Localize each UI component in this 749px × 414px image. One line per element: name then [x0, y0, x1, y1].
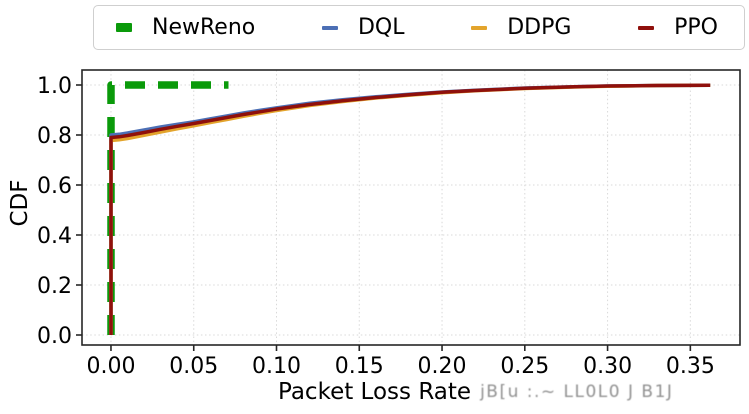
x-tick-label: 0.05	[169, 354, 218, 379]
legend-marker-ppo-icon	[638, 25, 655, 30]
x-tick-label: 0.20	[418, 354, 467, 379]
y-tick-label: 0.2	[37, 274, 72, 299]
legend-item-ddpg: DDPG	[471, 14, 572, 40]
legend-marker-ddpg-icon	[471, 25, 488, 30]
legend-item-label: DDPG	[507, 14, 572, 40]
faded-artifact-text: jB[u :.~ LL0L0 J B1J	[480, 382, 674, 402]
x-tick-label: 0.35	[666, 354, 715, 379]
plot-border	[81, 69, 741, 346]
series-line-ppo	[109, 83, 711, 335]
y-tick-label: 0.4	[37, 224, 72, 249]
y-tick-label: 0.0	[37, 324, 72, 349]
x-tick-label: 0.15	[335, 354, 384, 379]
y-axis-label: CDF	[7, 179, 33, 227]
x-tick-label: 0.00	[86, 354, 135, 379]
legend-item-dql: DQL	[321, 14, 405, 40]
legend-item-label: NewReno	[152, 14, 256, 40]
x-axis-label-row: Packet Loss Rate jB[u :.~ LL0L0 J B1J	[278, 379, 673, 405]
legend-item-newreno: NewReno	[116, 14, 256, 40]
legend-marker-newreno-icon	[116, 23, 132, 32]
y-tick-label: 0.6	[37, 174, 72, 199]
legend: NewReno DQL DDPG PPO	[93, 5, 745, 50]
x-tick-label: 0.25	[500, 354, 549, 379]
y-tick-label: 0.8	[37, 124, 72, 149]
y-tick-label: 1.0	[37, 74, 72, 99]
legend-item-label: PPO	[674, 14, 718, 40]
legend-marker-dql-icon	[321, 25, 338, 30]
x-axis-label: Packet Loss Rate	[278, 379, 472, 405]
legend-item-label: DQL	[357, 14, 405, 40]
x-tick-label: 0.10	[252, 354, 301, 379]
legend-item-ppo: PPO	[638, 14, 718, 40]
x-tick-label: 0.30	[583, 354, 632, 379]
